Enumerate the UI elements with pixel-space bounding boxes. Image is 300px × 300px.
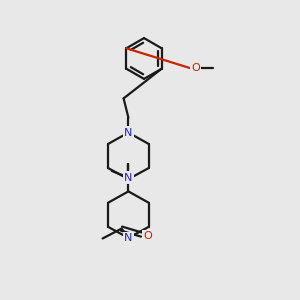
Text: O: O <box>191 63 200 74</box>
Text: N: N <box>124 233 133 243</box>
Text: N: N <box>124 128 133 138</box>
Text: O: O <box>143 231 152 241</box>
Text: N: N <box>124 172 133 183</box>
